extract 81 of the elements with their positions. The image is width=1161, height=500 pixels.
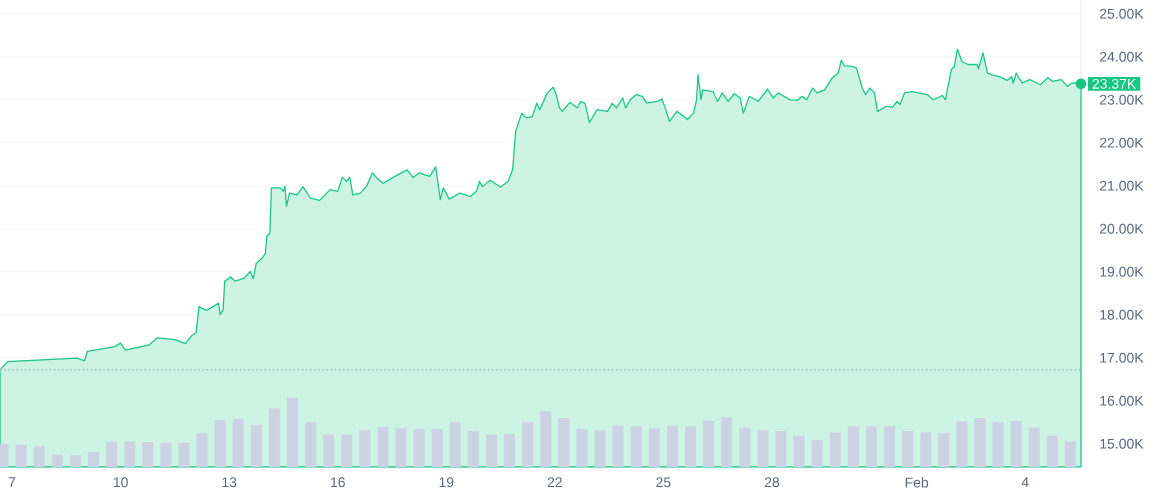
bar xyxy=(178,442,190,467)
x-tick-label: 7 xyxy=(8,477,16,487)
bar xyxy=(214,420,226,467)
x-tick-label: 16 xyxy=(331,477,345,488)
y-tick-label: 25.00K xyxy=(1099,8,1144,19)
bar xyxy=(666,425,678,467)
bar xyxy=(377,426,389,467)
bar xyxy=(992,422,1004,467)
bar xyxy=(739,427,751,467)
bar xyxy=(359,430,371,467)
bar xyxy=(594,430,606,467)
y-tick-label: 21.00K xyxy=(1099,180,1144,191)
bar xyxy=(486,434,498,467)
bar xyxy=(467,431,479,467)
y-tick-label: 24.00K xyxy=(1099,51,1144,62)
y-tick-label: 19.00K xyxy=(1100,266,1144,277)
bar xyxy=(540,411,552,467)
bar xyxy=(51,454,63,467)
x-tick-label: 22 xyxy=(547,477,562,488)
bar xyxy=(956,421,968,467)
bar xyxy=(757,430,769,467)
bar xyxy=(268,408,280,467)
x-tick-label: 28 xyxy=(764,477,780,488)
bar xyxy=(106,441,118,467)
y-tick-label: 22.00K xyxy=(1099,137,1144,148)
bar xyxy=(250,424,262,467)
y-tick-label: 18.00K xyxy=(1100,309,1144,320)
bar xyxy=(449,422,461,467)
bar xyxy=(721,417,733,467)
bar xyxy=(884,426,896,467)
y-tick-label: 23.00K xyxy=(1099,94,1144,105)
bar xyxy=(15,444,27,467)
bar xyxy=(1064,441,1076,467)
bar xyxy=(160,442,172,467)
bar xyxy=(395,428,407,467)
bar xyxy=(87,451,99,467)
bar xyxy=(558,418,570,467)
bar xyxy=(124,441,136,467)
x-tick-label: 19 xyxy=(439,477,454,488)
bar xyxy=(522,422,534,467)
bar xyxy=(576,429,588,467)
bar xyxy=(341,434,353,467)
bar xyxy=(431,429,443,467)
bar xyxy=(413,429,425,467)
bar xyxy=(793,435,805,467)
bar xyxy=(630,426,642,467)
bar xyxy=(33,446,45,467)
annotation: 23.37K xyxy=(1092,78,1137,89)
bar xyxy=(232,418,244,467)
bar xyxy=(811,440,823,467)
bar xyxy=(902,431,914,467)
bar xyxy=(703,420,715,467)
x-tick-label: 10 xyxy=(113,477,128,488)
bar xyxy=(69,455,81,467)
bar xyxy=(775,431,787,467)
bar xyxy=(974,418,986,467)
bar xyxy=(612,425,624,467)
y-tick-label: 20.00K xyxy=(1099,223,1144,234)
bar xyxy=(938,433,950,467)
bar xyxy=(865,426,877,467)
y-tick-label: 17.00K xyxy=(1100,352,1144,363)
bar xyxy=(920,432,932,467)
bar xyxy=(323,434,335,467)
bar xyxy=(504,433,516,467)
x-tick-label: 4 xyxy=(1021,477,1029,487)
x-tick-label: 13 xyxy=(222,477,237,488)
bar xyxy=(305,422,317,467)
bar xyxy=(1046,435,1058,467)
bar xyxy=(1010,420,1022,467)
x-tick-label: Feb xyxy=(905,477,929,488)
y-tick-label: 15.00K xyxy=(1100,438,1144,449)
bar xyxy=(142,442,154,467)
bar xyxy=(287,397,298,467)
bar xyxy=(829,432,841,467)
bar xyxy=(847,426,859,467)
bar xyxy=(648,428,660,467)
y-tick-label: 16.00K xyxy=(1100,395,1144,406)
bar xyxy=(1028,427,1040,467)
bar xyxy=(685,426,697,467)
x-tick-label: 25 xyxy=(656,477,671,488)
bar xyxy=(196,433,208,467)
